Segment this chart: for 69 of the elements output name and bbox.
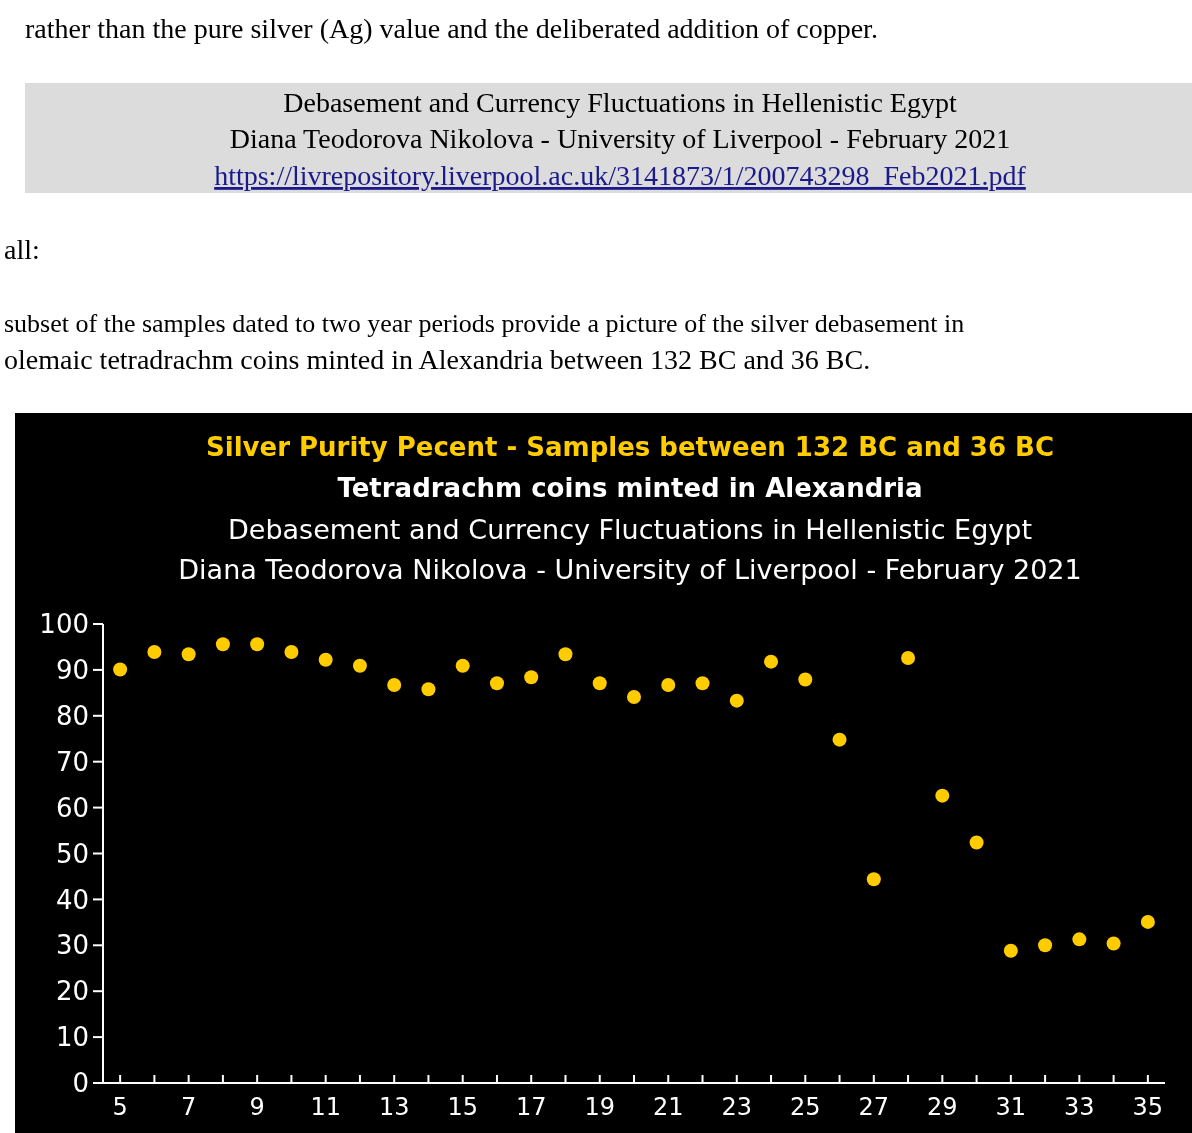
y-tick-label: 0 bbox=[72, 1068, 89, 1099]
point bbox=[695, 676, 710, 691]
x-tick-label: 15 bbox=[447, 1093, 478, 1121]
y-tick-label: 20 bbox=[55, 976, 89, 1007]
y-tick-label: 50 bbox=[55, 838, 89, 869]
text: olemaic tetradrachm coins minted in Alexandria between 132 BC and 36 BC. bbox=[4, 344, 871, 375]
point bbox=[147, 645, 162, 659]
point bbox=[592, 676, 607, 691]
y-tick-label: 100 bbox=[39, 609, 89, 640]
y-tick-label: 40 bbox=[55, 884, 89, 915]
text: all: bbox=[4, 234, 40, 265]
point bbox=[250, 637, 265, 652]
point bbox=[455, 658, 470, 673]
x-tick-label: 29 bbox=[927, 1093, 958, 1121]
point bbox=[661, 678, 676, 693]
point bbox=[901, 650, 916, 665]
text: subset of the samples dated to two year periods provide a picture of the silver debasement in bbox=[4, 309, 965, 338]
text: Diana Teodorova Nikolova - University of Liverpool - February 2021 bbox=[229, 123, 1011, 154]
point bbox=[352, 658, 367, 673]
point bbox=[764, 654, 779, 669]
x-tick-label: 31 bbox=[995, 1093, 1027, 1121]
point bbox=[832, 732, 847, 747]
point bbox=[318, 652, 333, 667]
point bbox=[558, 647, 573, 662]
x-tick-label: 5 bbox=[112, 1093, 128, 1121]
point bbox=[113, 662, 128, 677]
x-tick-label: 27 bbox=[858, 1093, 890, 1121]
y-tick-label: 30 bbox=[55, 930, 89, 961]
x-tick-label: 35 bbox=[1132, 1093, 1164, 1121]
text: rather than the pure silver (Ag) value and the deliberated addition of copper. bbox=[25, 13, 878, 44]
y-tick-label: 90 bbox=[55, 655, 89, 685]
point bbox=[627, 689, 641, 704]
point bbox=[181, 647, 196, 662]
point bbox=[1140, 914, 1155, 929]
x-tick-label: 33 bbox=[1064, 1093, 1095, 1121]
point bbox=[729, 693, 744, 708]
point bbox=[421, 682, 436, 697]
point bbox=[284, 645, 299, 659]
chart-subtitle: Tetradrachm coins minted in Alexandria bbox=[337, 473, 923, 503]
y-tick-label: 80 bbox=[55, 700, 89, 731]
x-tick-label: 11 bbox=[310, 1093, 341, 1121]
point bbox=[387, 678, 402, 693]
point bbox=[1106, 936, 1121, 951]
y-tick-label: 70 bbox=[55, 746, 89, 777]
text: Debasement and Currency Fluctuations in Hellenistic Egypt bbox=[283, 87, 957, 118]
x-tick-label: 19 bbox=[584, 1093, 616, 1121]
x-tick-label: 7 bbox=[181, 1093, 197, 1121]
point bbox=[215, 637, 230, 652]
point bbox=[969, 835, 984, 850]
x-tick-label: 25 bbox=[790, 1093, 821, 1121]
point bbox=[524, 670, 539, 685]
point bbox=[1003, 943, 1018, 958]
point bbox=[1072, 932, 1087, 947]
point bbox=[935, 788, 950, 803]
text: Diana Teodorova Nikolova - University of Liverpool - February 2021 bbox=[178, 554, 1082, 585]
x-tick-label: 23 bbox=[721, 1093, 753, 1121]
text: https://livrepository.liverpool.ac.uk/3141873/1/200743298_Feb2021.pdf bbox=[214, 160, 1027, 191]
chart-title: Silver Purity Pecent - Samples between 132 BC and 36 BC bbox=[206, 432, 1054, 462]
x-tick-label: 17 bbox=[515, 1093, 547, 1121]
point bbox=[489, 676, 504, 691]
point bbox=[1038, 938, 1053, 953]
y-tick-label: 60 bbox=[55, 792, 89, 823]
x-tick-label: 21 bbox=[652, 1093, 684, 1121]
x-tick-label: 13 bbox=[378, 1093, 410, 1121]
x-tick-label: 9 bbox=[249, 1093, 265, 1121]
y-tick-label: 10 bbox=[55, 1022, 89, 1053]
text: Debasement and Currency Fluctuations in Hellenistic Egypt bbox=[228, 514, 1032, 545]
point bbox=[866, 872, 881, 887]
point bbox=[798, 672, 813, 687]
